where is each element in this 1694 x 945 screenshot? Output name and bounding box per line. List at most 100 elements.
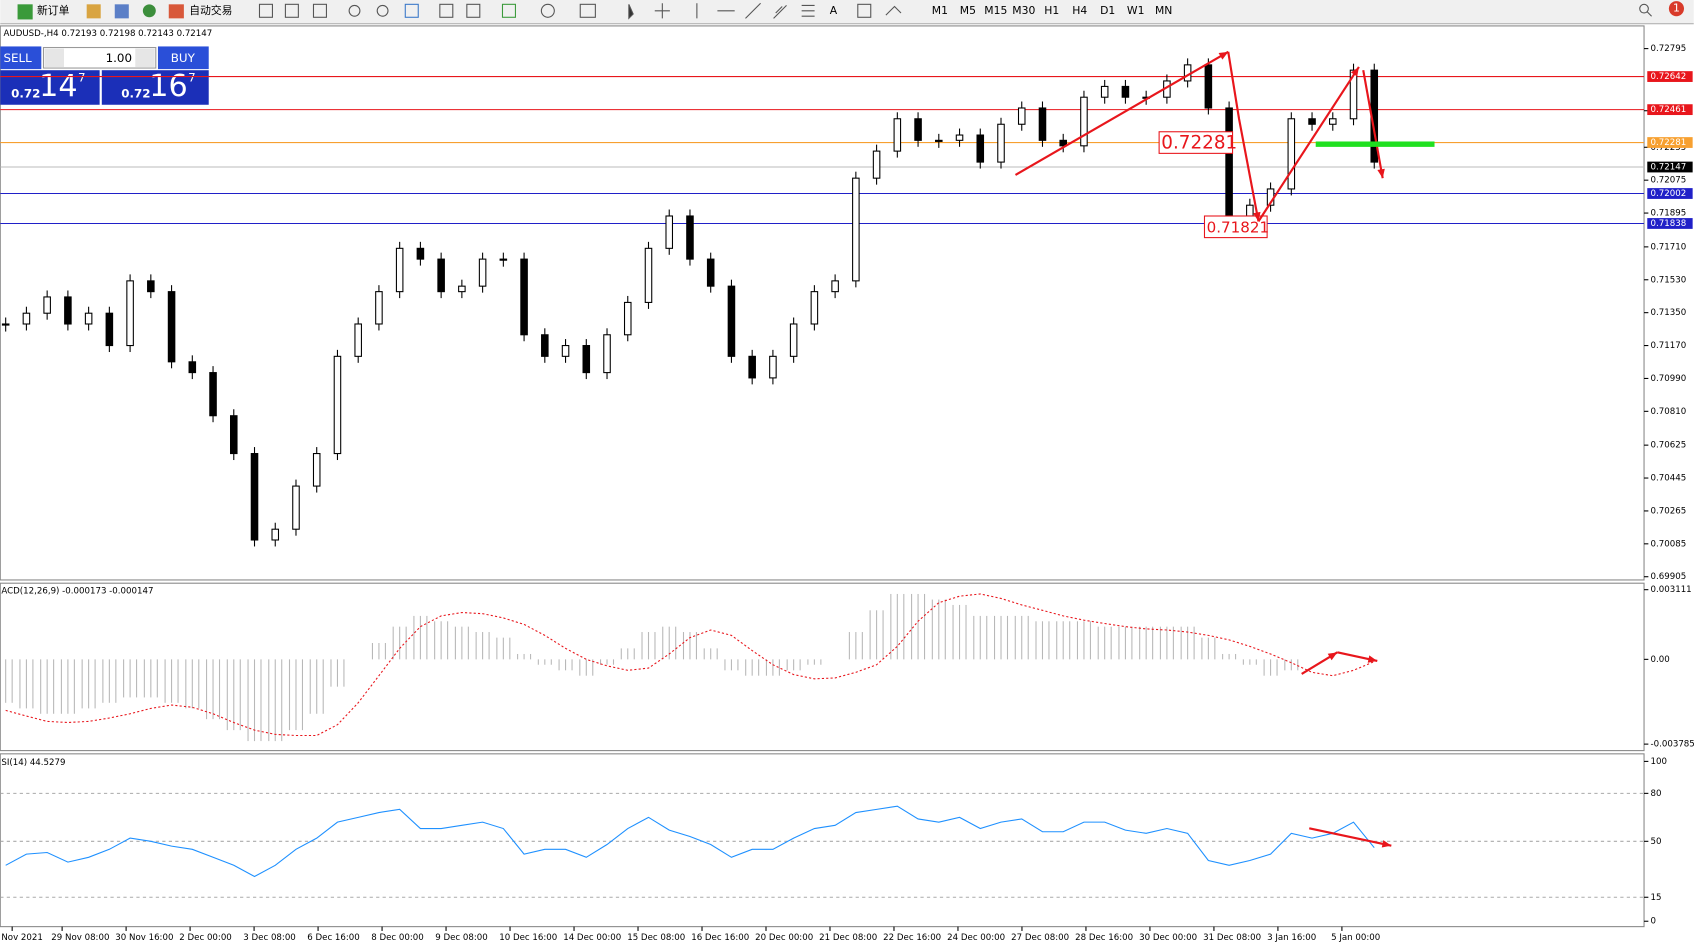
candle (395, 247, 404, 293)
price-line-label-bg (1647, 137, 1693, 148)
price-line-label-bg (1647, 161, 1693, 173)
ask-prefix[interactable]: 0.72 (121, 86, 150, 100)
candle (333, 355, 342, 455)
ask-fraction[interactable]: 7 (188, 70, 196, 84)
buy-label[interactable]: BUY (171, 51, 196, 65)
rsi-arrow (1309, 827, 1392, 847)
timeframe-bar: M1 M5 M15 M30 H1 H4 D1 W1 MN (932, 4, 1173, 17)
lot-decrease[interactable] (44, 48, 64, 67)
candle (810, 291, 819, 325)
notification-badge[interactable] (1668, 1, 1684, 17)
new-order-icon[interactable] (17, 4, 33, 20)
y-tick-label: 0.70990 (1651, 374, 1687, 384)
candle (1246, 204, 1254, 217)
timeframe-button[interactable]: MN (1155, 4, 1172, 17)
y-tick-label: 0.69905 (1651, 572, 1687, 582)
x-tick-label: 9 Dec 08:00 (435, 933, 488, 943)
candle (914, 118, 922, 141)
price-line-label: 0.72002 (1651, 189, 1687, 199)
text-tool[interactable]: A (830, 4, 838, 17)
candle (665, 215, 674, 249)
bid-box[interactable] (0, 70, 100, 105)
toolbar-icon[interactable] (142, 4, 156, 18)
sell-label[interactable]: SELL (4, 51, 33, 65)
candle (1, 323, 10, 326)
candle (375, 291, 383, 325)
y-tick-label: 15 (1651, 893, 1662, 903)
timeframe-button[interactable]: M15 (984, 4, 1007, 17)
y-tick-label: 80 (1651, 789, 1662, 799)
bid-fraction[interactable]: 7 (78, 70, 86, 84)
price-annotation-box (1203, 215, 1268, 239)
candle (541, 334, 549, 357)
rsi-pane (0, 753, 1645, 928)
price-annotation: 0.72281 (1161, 133, 1237, 154)
candle (1100, 85, 1109, 98)
timeframe-button[interactable]: H1 (1044, 4, 1059, 17)
toolbar-icon[interactable] (86, 4, 101, 19)
buy-button[interactable] (157, 46, 209, 70)
price-annotation: 0.71821 (1207, 218, 1269, 236)
candle (893, 118, 902, 152)
y-tick-label: 50 (1651, 837, 1662, 847)
y-tick-label: 0.71530 (1651, 275, 1687, 285)
toolbar (0, 0, 1694, 24)
y-tick-label: 0.72795 (1651, 44, 1687, 54)
sell-button[interactable] (0, 46, 42, 70)
trend-arrow-head (1218, 51, 1229, 60)
price-line-label-bg (1647, 104, 1693, 116)
timeframe-button[interactable]: D1 (1100, 4, 1115, 17)
candle (167, 291, 176, 363)
timeframe-button[interactable]: M1 (932, 4, 948, 17)
timeframe-button[interactable]: H4 (1072, 4, 1087, 17)
timeframe-button[interactable]: M5 (960, 4, 976, 17)
ask-pips[interactable]: 16 (149, 69, 187, 104)
x-tick-label: 21 Dec 08:00 (819, 933, 877, 943)
candle (188, 361, 197, 374)
y-tick-label: 0.70265 (1651, 506, 1687, 516)
new-order-button[interactable]: 新订单 (37, 3, 70, 17)
toolbar-icon[interactable] (114, 4, 129, 19)
timeframe-button[interactable]: W1 (1127, 4, 1145, 17)
bid-pips[interactable]: 14 (39, 69, 77, 104)
candle (520, 258, 528, 336)
y-tick-label: 0.70625 (1651, 441, 1687, 451)
candle (706, 258, 715, 287)
timeframe-button[interactable]: M30 (1012, 4, 1035, 17)
one-click-trading: SELL 1.00 BUY 0.72 14 7 0.72 16 7 (0, 46, 209, 105)
y-tick-label: 0.72075 (1651, 176, 1687, 186)
auto-trading-icon[interactable] (168, 4, 184, 19)
lot-value[interactable]: 1.00 (106, 51, 132, 65)
candle (1038, 107, 1047, 141)
candle (64, 296, 72, 325)
toolbar-tools[interactable] (258, 2, 1652, 20)
lot-input[interactable] (42, 46, 157, 69)
lot-increase[interactable] (135, 48, 155, 67)
candle (1204, 64, 1213, 109)
auto-trading-button[interactable]: 自动交易 (189, 3, 232, 17)
candle (644, 247, 653, 303)
bid-prefix[interactable]: 0.72 (11, 86, 40, 100)
ask-box[interactable] (101, 70, 209, 105)
candle (1080, 96, 1088, 147)
symbol-info: AUDUSD-,H4 0.72193 0.72198 0.72143 0.721… (4, 29, 213, 39)
candle (43, 296, 51, 314)
notification-count[interactable]: 1 (1673, 2, 1680, 15)
x-tick-label: 2 Dec 00:00 (179, 933, 232, 943)
x-tick-label: 16 Dec 16:00 (691, 933, 749, 943)
candle (789, 323, 798, 357)
x-tick-label: 10 Dec 16:00 (499, 933, 557, 943)
candle (1329, 118, 1337, 125)
indicator-title: SI(14) 44.5279 (1, 758, 65, 768)
trend-arrow (1257, 66, 1360, 222)
candle (769, 355, 777, 379)
x-tick-label: 14 Dec 00:00 (563, 933, 621, 943)
price-line-label-bg (1647, 188, 1693, 199)
x-tick-label: 29 Nov 08:00 (51, 933, 109, 943)
rsi-line (5, 805, 1375, 878)
candle (561, 345, 570, 357)
x-tick-label: 22 Dec 16:00 (883, 933, 941, 943)
candle (209, 372, 217, 417)
macd-arrow-head (1367, 655, 1378, 663)
